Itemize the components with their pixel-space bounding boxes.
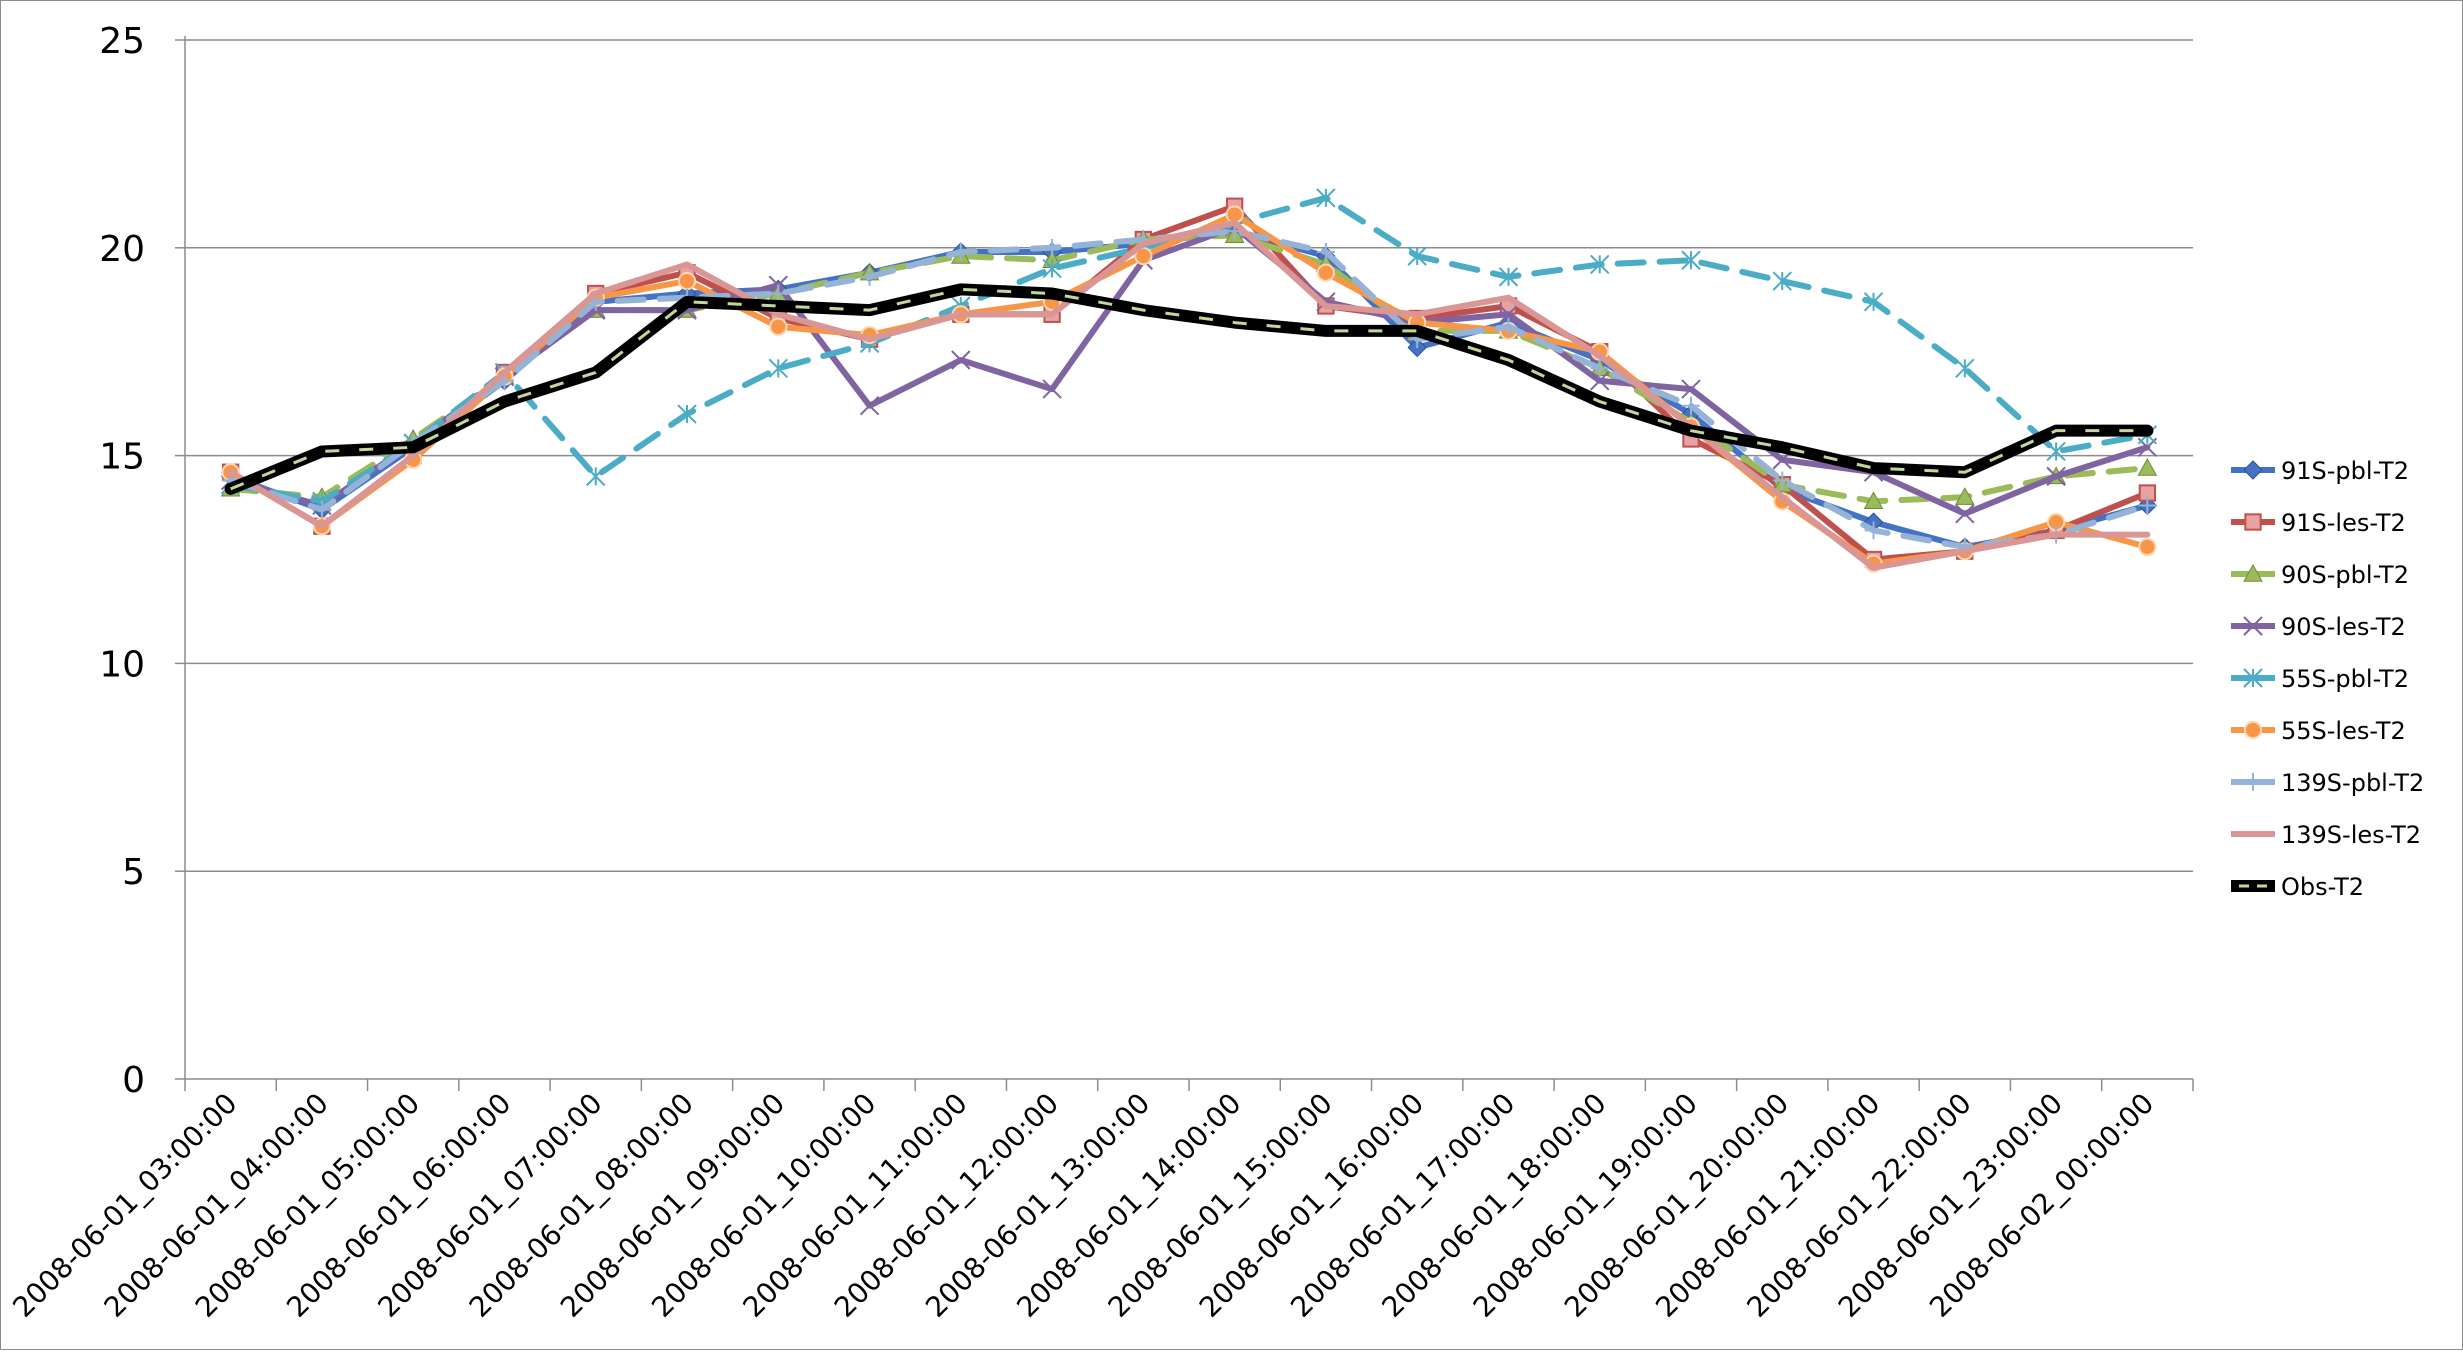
- legend-item-91S-les-T2: 91S-les-T2: [2231, 509, 2406, 537]
- legend-label: 139S-pbl-T2: [2281, 769, 2424, 797]
- data-point-square: [2244, 513, 2262, 531]
- data-point-star: [1863, 292, 1884, 312]
- data-point-x: [1590, 371, 1610, 391]
- legend-label: 90S-les-T2: [2281, 613, 2406, 641]
- data-point-triangle: [1863, 491, 1884, 510]
- y-tick-label: 15: [99, 437, 145, 478]
- series-line-139S-pbl-T2: [227, 228, 2151, 551]
- legend-item-55S-les-T2: 55S-les-T2: [2231, 717, 2406, 745]
- y-tick-label: 0: [122, 1060, 145, 1101]
- data-point-plus: [1316, 242, 1335, 261]
- legend-item-55S-pbl-T2: 55S-pbl-T2: [2231, 665, 2409, 693]
- data-point-plus: [769, 284, 788, 303]
- legend-label: 55S-pbl-T2: [2281, 665, 2409, 693]
- series-Obs-T2: [224, 283, 2154, 495]
- data-point-star: [1590, 254, 1610, 275]
- data-point-x: [1498, 304, 1519, 325]
- data-point-star: [2046, 441, 2066, 462]
- data-point-plus: [1864, 521, 1883, 540]
- legend-label: 91S-les-T2: [2281, 509, 2406, 537]
- y-tick-label: 10: [99, 644, 145, 685]
- data-point-x: [1681, 379, 1701, 399]
- data-point-plus: [860, 267, 879, 286]
- data-point-star: [586, 466, 606, 487]
- data-point-circle: [769, 317, 788, 336]
- data-point-circle: [677, 271, 697, 291]
- series-line-overlay: [230, 287, 2148, 491]
- series-line-91S-les-T2: [227, 203, 2151, 563]
- data-point-plus: [312, 500, 331, 519]
- data-point-star: [768, 358, 788, 379]
- data-point-plus: [2138, 496, 2157, 515]
- data-point-plus: [1682, 396, 1700, 415]
- data-point-triangle: [1954, 487, 1975, 505]
- y-tick-label: 25: [99, 21, 145, 62]
- y-tick-label: 20: [99, 229, 145, 270]
- series-139S-les-T2: [227, 219, 2151, 571]
- data-point-x: [2243, 616, 2263, 636]
- data-point-star: [1498, 267, 1519, 287]
- data-point-star: [1772, 271, 1792, 291]
- data-point-x: [1955, 504, 1975, 524]
- data-point-star: [1955, 358, 1975, 379]
- data-point-plus: [1499, 317, 1518, 336]
- data-point-triangle: [2243, 563, 2263, 582]
- data-point-diamond: [2243, 460, 2263, 480]
- legend-label: Obs-T2: [2281, 873, 2364, 901]
- legend-label: 91S-pbl-T2: [2281, 457, 2409, 485]
- legend-label: 90S-pbl-T2: [2281, 561, 2409, 589]
- data-point-star: [1316, 188, 1336, 208]
- data-point-plus: [1043, 238, 1062, 257]
- data-point-plus: [1590, 359, 1609, 378]
- data-point-plus: [2244, 773, 2262, 791]
- data-point-circle: [2243, 720, 2263, 740]
- data-point-x: [951, 350, 971, 370]
- data-point-star: [2243, 668, 2263, 688]
- legend-item-139S-les-T2: 139S-les-T2: [2231, 821, 2421, 849]
- legend-item-90S-les-T2: 90S-les-T2: [2231, 613, 2406, 641]
- data-point-circle: [1316, 263, 1336, 282]
- data-point-star: [1407, 246, 1427, 266]
- legend-label: 55S-les-T2: [2281, 717, 2406, 745]
- legend-item-Obs-T2: Obs-T2: [2231, 873, 2364, 901]
- data-point-triangle: [2137, 458, 2158, 476]
- legend-item-90S-pbl-T2: 90S-pbl-T2: [2231, 561, 2409, 589]
- y-tick-label: 5: [122, 852, 145, 893]
- legend: 91S-pbl-T2 91S-les-T2 90S-pbl-T2 90S-les-T2…: [2231, 457, 2424, 901]
- legend-item-139S-pbl-T2: 139S-pbl-T2: [2231, 769, 2424, 797]
- series-lines: [220, 188, 2158, 573]
- data-point-star: [1681, 250, 1701, 270]
- data-point-x: [2046, 466, 2066, 487]
- data-point-star: [1042, 258, 1062, 279]
- gridlines: [185, 39, 2193, 872]
- axes: 05101520252008-06-01_03:00:002008-06-01_…: [6, 21, 2194, 1324]
- legend-label: 139S-les-T2: [2281, 821, 2421, 849]
- series-line-139S-les-T2: [227, 219, 2151, 571]
- data-point-circle: [2138, 537, 2157, 557]
- data-point-plus: [951, 242, 970, 261]
- data-point-x: [1042, 379, 1062, 399]
- data-point-star: [677, 404, 697, 424]
- data-point-plus: [1773, 471, 1792, 490]
- data-point-x: [859, 396, 880, 416]
- legend-item-91S-pbl-T2: 91S-pbl-T2: [2231, 457, 2409, 485]
